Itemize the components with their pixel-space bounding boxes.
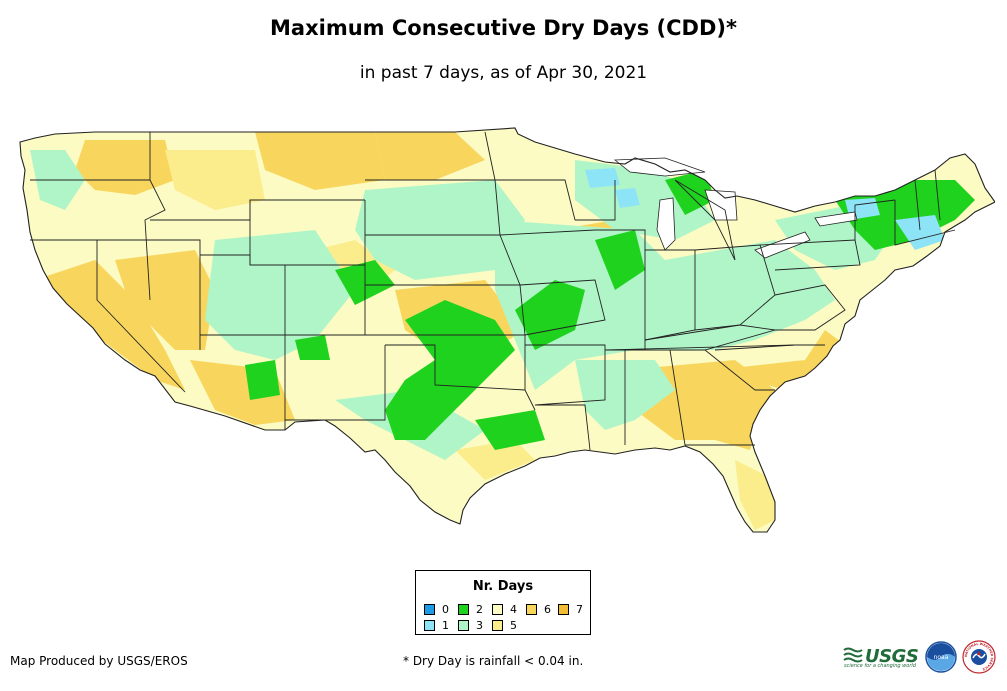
legend-item-2: 2 [458, 602, 483, 616]
border-al-ga [669, 349, 686, 446]
legend-label-0: 0 [442, 602, 449, 616]
region-2-missouri [515, 280, 585, 350]
map-title: Maximum Consecutive Dry Days (CDD)* [270, 16, 737, 40]
legend-swatch-3 [458, 619, 469, 631]
legend-item-7: 7 [558, 602, 583, 616]
region-2-new-england [835, 180, 975, 250]
border-nc [714, 344, 825, 351]
border-new-england [894, 200, 956, 246]
legend-label-7: 7 [576, 602, 583, 616]
map-subtitle: in past 7 days, as of Apr 30, 2021 [359, 63, 648, 83]
border-pa [759, 239, 861, 271]
legend-label-3: 3 [476, 618, 483, 632]
noaa-logo-icon: noaa [925, 641, 957, 673]
legend-swatch-2 [458, 603, 469, 615]
legend-swatch-1 [424, 619, 435, 631]
region-1-lake-area [615, 188, 640, 208]
legend-item-6: 6 [526, 602, 551, 616]
nws-logo-icon: NATIONAL WEATHER SERVICE [962, 640, 996, 674]
legend-label-5: 5 [510, 618, 517, 632]
legend-item-5: 5 [492, 618, 517, 632]
noaa-label: noaa [934, 654, 949, 661]
border-nh-me [934, 169, 941, 221]
legend-label-6: 6 [544, 602, 551, 616]
legend-swatch-7 [558, 603, 569, 615]
producer-credit: Map Produced by USGS/EROS [10, 654, 188, 668]
usgs-logo: USGS [843, 643, 919, 669]
border-wy [249, 200, 366, 266]
legend-item-3: 3 [458, 618, 483, 632]
region-6-north-dakota [375, 132, 485, 180]
region-2-illinois [595, 230, 645, 290]
legend-item-0: 0 [424, 602, 449, 616]
legend-label-2: 2 [476, 602, 483, 616]
region-3-midwest [495, 220, 835, 390]
border-ut-wy [200, 254, 251, 265]
cdd-map-svg [19, 127, 995, 533]
border-ny-east [854, 199, 896, 240]
usgs-wordmark: USGS [865, 645, 919, 667]
legend-box: Nr. Days 0 1 2 3 4 5 6 7 [415, 570, 591, 635]
usgs-tagline: science for a changing world [844, 663, 916, 669]
border-mo [519, 279, 606, 336]
border-mi-lower [674, 179, 736, 261]
us-outline [19, 127, 995, 533]
legend-item-1: 1 [424, 618, 449, 632]
region-1-massachusetts [895, 215, 945, 250]
legend-swatch-0 [424, 603, 435, 615]
lake-ontario [814, 211, 858, 227]
region-5-texas-south [455, 440, 535, 480]
legend-label-4: 4 [510, 602, 517, 616]
border-in [644, 249, 696, 341]
region-3-dakotas-nebraska [355, 180, 525, 280]
legend-swatch-5 [492, 619, 503, 631]
region-6-california [35, 260, 185, 390]
region-1-wisconsin [585, 168, 620, 188]
border-vt-nh [914, 179, 921, 231]
border-mn-ia [495, 179, 576, 221]
border-or-ca-nv [30, 239, 186, 393]
border-ar [525, 344, 606, 406]
region-6-nevada [115, 250, 215, 350]
border-nm-tx [285, 345, 386, 421]
region-6-montana [255, 132, 385, 190]
legend-swatch-6 [526, 603, 537, 615]
region-5-florida [735, 460, 775, 530]
border-nv-ut [97, 239, 201, 350]
cdd-map [15, 120, 995, 550]
region-2-east-texas [475, 410, 545, 450]
state-boundaries [19, 127, 995, 533]
border-ia-mo [499, 229, 596, 236]
border-la [535, 404, 591, 451]
region-2-new-mexico [295, 335, 330, 360]
border-ok-tx [385, 344, 526, 391]
region-3-four-corners [205, 230, 355, 360]
region-5-idaho [165, 150, 265, 210]
border-ga-sc [704, 349, 775, 391]
legend-label-1: 1 [442, 618, 449, 632]
dry-day-footnote: * Dry Day is rainfall < 0.04 in. [403, 654, 584, 668]
border-tn-south [604, 344, 796, 351]
lake-michigan [656, 197, 676, 251]
usgs-wave-icon [843, 647, 863, 663]
legend-title: Nr. Days [472, 579, 534, 594]
region-2-arizona [245, 360, 280, 400]
lake-erie [754, 231, 811, 259]
border-wi [575, 180, 616, 221]
border-id-west [144, 132, 166, 301]
legend-swatch-4 [492, 603, 503, 615]
legend-item-4: 4 [492, 602, 517, 616]
border-va-wv [774, 284, 846, 331]
